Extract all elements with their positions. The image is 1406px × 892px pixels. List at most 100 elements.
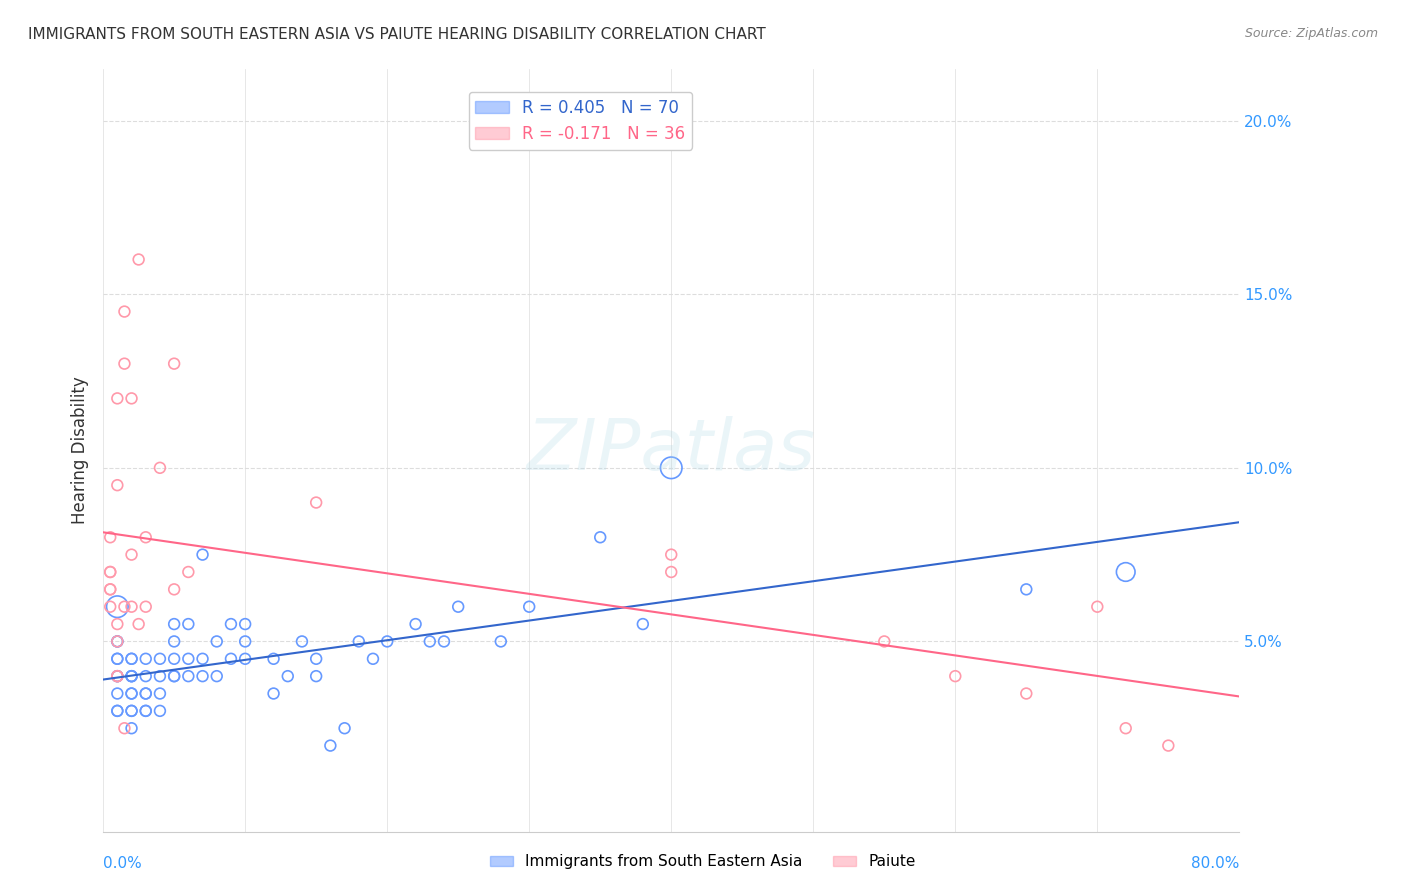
Point bbox=[319, 739, 342, 753]
Point bbox=[263, 652, 285, 666]
Point bbox=[149, 652, 172, 666]
Point bbox=[121, 548, 143, 562]
Point bbox=[291, 634, 314, 648]
Point bbox=[98, 565, 121, 579]
Point bbox=[98, 582, 121, 597]
Text: 80.0%: 80.0% bbox=[1191, 856, 1239, 871]
Point bbox=[105, 652, 128, 666]
Y-axis label: Hearing Disability: Hearing Disability bbox=[72, 376, 89, 524]
Point bbox=[1115, 565, 1137, 579]
Point bbox=[135, 704, 157, 718]
Point bbox=[128, 252, 150, 267]
Point bbox=[589, 530, 612, 544]
Point bbox=[489, 634, 512, 648]
Point bbox=[433, 634, 456, 648]
Point bbox=[105, 669, 128, 683]
Point bbox=[135, 686, 157, 700]
Point bbox=[1157, 739, 1180, 753]
Point bbox=[305, 669, 328, 683]
Point bbox=[114, 304, 136, 318]
Point bbox=[105, 478, 128, 492]
Point bbox=[121, 599, 143, 614]
Point bbox=[121, 686, 143, 700]
Point bbox=[191, 652, 214, 666]
Point bbox=[105, 704, 128, 718]
Point bbox=[105, 686, 128, 700]
Point bbox=[163, 357, 186, 371]
Point bbox=[135, 652, 157, 666]
Point bbox=[105, 704, 128, 718]
Point bbox=[305, 495, 328, 509]
Point bbox=[105, 634, 128, 648]
Text: Source: ZipAtlas.com: Source: ZipAtlas.com bbox=[1244, 27, 1378, 40]
Point bbox=[233, 652, 256, 666]
Point bbox=[105, 617, 128, 632]
Point bbox=[1115, 721, 1137, 735]
Point bbox=[1015, 686, 1038, 700]
Point bbox=[347, 634, 370, 648]
Text: ZIPatlas: ZIPatlas bbox=[527, 416, 815, 485]
Point bbox=[405, 617, 427, 632]
Point bbox=[105, 652, 128, 666]
Point bbox=[98, 599, 121, 614]
Point bbox=[233, 617, 256, 632]
Point bbox=[114, 357, 136, 371]
Point bbox=[114, 721, 136, 735]
Point bbox=[1015, 582, 1038, 597]
Point bbox=[191, 548, 214, 562]
Point bbox=[98, 582, 121, 597]
Point bbox=[163, 634, 186, 648]
Point bbox=[205, 669, 228, 683]
Point bbox=[177, 617, 200, 632]
Point bbox=[135, 686, 157, 700]
Point bbox=[149, 460, 172, 475]
Point bbox=[121, 704, 143, 718]
Point bbox=[233, 634, 256, 648]
Point bbox=[1085, 599, 1108, 614]
Point bbox=[135, 669, 157, 683]
Point bbox=[277, 669, 299, 683]
Text: 0.0%: 0.0% bbox=[103, 856, 142, 871]
Point bbox=[121, 669, 143, 683]
Point bbox=[114, 599, 136, 614]
Point bbox=[121, 392, 143, 406]
Point bbox=[105, 634, 128, 648]
Point bbox=[163, 652, 186, 666]
Point bbox=[517, 599, 540, 614]
Point bbox=[135, 530, 157, 544]
Point bbox=[943, 669, 966, 683]
Text: IMMIGRANTS FROM SOUTH EASTERN ASIA VS PAIUTE HEARING DISABILITY CORRELATION CHAR: IMMIGRANTS FROM SOUTH EASTERN ASIA VS PA… bbox=[28, 27, 766, 42]
Point bbox=[305, 652, 328, 666]
Point bbox=[205, 634, 228, 648]
Point bbox=[121, 669, 143, 683]
Point bbox=[135, 704, 157, 718]
Point bbox=[219, 617, 242, 632]
Point bbox=[659, 548, 682, 562]
Point bbox=[163, 582, 186, 597]
Point bbox=[219, 652, 242, 666]
Point bbox=[149, 669, 172, 683]
Point bbox=[631, 617, 654, 632]
Legend: Immigrants from South Eastern Asia, Paiute: Immigrants from South Eastern Asia, Paiu… bbox=[484, 848, 922, 875]
Point bbox=[105, 634, 128, 648]
Point bbox=[121, 721, 143, 735]
Point bbox=[105, 669, 128, 683]
Point bbox=[149, 686, 172, 700]
Point bbox=[98, 530, 121, 544]
Point bbox=[177, 652, 200, 666]
Point bbox=[163, 617, 186, 632]
Point bbox=[191, 669, 214, 683]
Point bbox=[375, 634, 398, 648]
Point bbox=[98, 565, 121, 579]
Point bbox=[659, 460, 682, 475]
Point bbox=[121, 652, 143, 666]
Point bbox=[135, 599, 157, 614]
Point bbox=[263, 686, 285, 700]
Point bbox=[163, 669, 186, 683]
Point bbox=[659, 565, 682, 579]
Point bbox=[128, 617, 150, 632]
Point bbox=[121, 686, 143, 700]
Point bbox=[149, 704, 172, 718]
Point bbox=[163, 669, 186, 683]
Point bbox=[419, 634, 441, 648]
